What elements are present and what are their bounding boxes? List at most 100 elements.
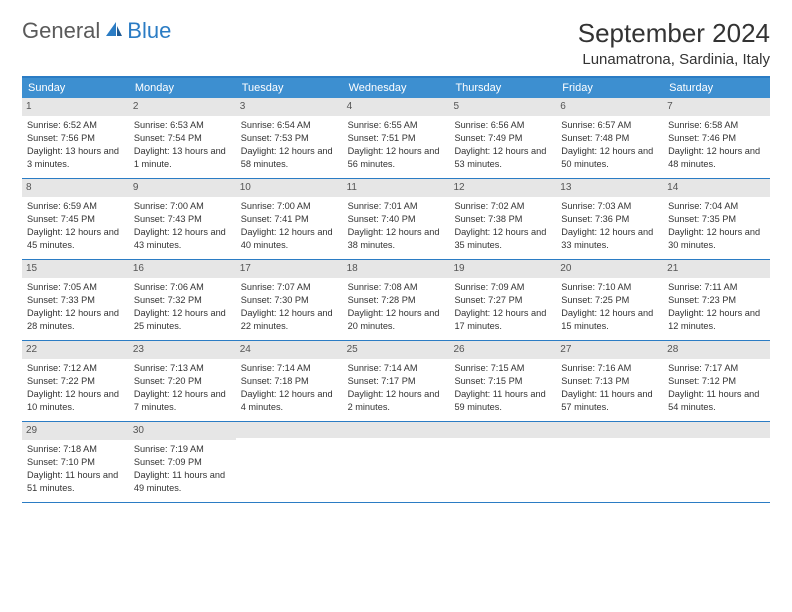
sunrise-line: Sunrise: 6:55 AM — [348, 119, 445, 131]
week-row: 8Sunrise: 6:59 AMSunset: 7:45 PMDaylight… — [22, 179, 770, 260]
daylight-line: Daylight: 12 hours and 40 minutes. — [241, 226, 338, 251]
daylight-line: Daylight: 12 hours and 4 minutes. — [241, 388, 338, 413]
day-cell: 27Sunrise: 7:16 AMSunset: 7:13 PMDayligh… — [556, 341, 663, 421]
sunrise-line: Sunrise: 6:56 AM — [454, 119, 551, 131]
day-cell: 24Sunrise: 7:14 AMSunset: 7:18 PMDayligh… — [236, 341, 343, 421]
daylight-line: Daylight: 12 hours and 12 minutes. — [668, 307, 765, 332]
day-cell: 25Sunrise: 7:14 AMSunset: 7:17 PMDayligh… — [343, 341, 450, 421]
day-cell: 12Sunrise: 7:02 AMSunset: 7:38 PMDayligh… — [449, 179, 556, 259]
week-row: 22Sunrise: 7:12 AMSunset: 7:22 PMDayligh… — [22, 341, 770, 422]
weekday-header: Sunday — [22, 78, 129, 98]
day-number: 22 — [22, 341, 129, 359]
day-number: 4 — [343, 98, 450, 116]
sunset-line: Sunset: 7:41 PM — [241, 213, 338, 225]
day-number: 20 — [556, 260, 663, 278]
sunrise-line: Sunrise: 7:02 AM — [454, 200, 551, 212]
daylight-line: Daylight: 12 hours and 7 minutes. — [134, 388, 231, 413]
sunrise-line: Sunrise: 7:14 AM — [241, 362, 338, 374]
day-cell: 9Sunrise: 7:00 AMSunset: 7:43 PMDaylight… — [129, 179, 236, 259]
day-number-empty — [449, 422, 556, 438]
day-cell: 2Sunrise: 6:53 AMSunset: 7:54 PMDaylight… — [129, 98, 236, 178]
day-cell: 10Sunrise: 7:00 AMSunset: 7:41 PMDayligh… — [236, 179, 343, 259]
weekday-header: Thursday — [449, 78, 556, 98]
sunset-line: Sunset: 7:33 PM — [27, 294, 124, 306]
sunset-line: Sunset: 7:53 PM — [241, 132, 338, 144]
daylight-line: Daylight: 13 hours and 1 minute. — [134, 145, 231, 170]
day-cell: 3Sunrise: 6:54 AMSunset: 7:53 PMDaylight… — [236, 98, 343, 178]
day-cell: 1Sunrise: 6:52 AMSunset: 7:56 PMDaylight… — [22, 98, 129, 178]
daylight-line: Daylight: 12 hours and 48 minutes. — [668, 145, 765, 170]
sunset-line: Sunset: 7:56 PM — [27, 132, 124, 144]
day-cell: 8Sunrise: 6:59 AMSunset: 7:45 PMDaylight… — [22, 179, 129, 259]
daylight-line: Daylight: 12 hours and 10 minutes. — [27, 388, 124, 413]
daylight-line: Daylight: 12 hours and 17 minutes. — [454, 307, 551, 332]
sunrise-line: Sunrise: 7:08 AM — [348, 281, 445, 293]
daylight-line: Daylight: 12 hours and 2 minutes. — [348, 388, 445, 413]
day-cell: 20Sunrise: 7:10 AMSunset: 7:25 PMDayligh… — [556, 260, 663, 340]
sunrise-line: Sunrise: 7:00 AM — [134, 200, 231, 212]
calendar-grid: Sunday Monday Tuesday Wednesday Thursday… — [22, 76, 770, 503]
sunset-line: Sunset: 7:32 PM — [134, 294, 231, 306]
day-cell: 14Sunrise: 7:04 AMSunset: 7:35 PMDayligh… — [663, 179, 770, 259]
daylight-line: Daylight: 12 hours and 22 minutes. — [241, 307, 338, 332]
week-row: 15Sunrise: 7:05 AMSunset: 7:33 PMDayligh… — [22, 260, 770, 341]
header: General Blue September 2024 Lunamatrona,… — [22, 18, 770, 68]
day-number: 6 — [556, 98, 663, 116]
sunset-line: Sunset: 7:23 PM — [668, 294, 765, 306]
daylight-line: Daylight: 12 hours and 28 minutes. — [27, 307, 124, 332]
day-cell — [663, 422, 770, 502]
sunset-line: Sunset: 7:46 PM — [668, 132, 765, 144]
daylight-line: Daylight: 11 hours and 54 minutes. — [668, 388, 765, 413]
daylight-line: Daylight: 12 hours and 30 minutes. — [668, 226, 765, 251]
day-cell: 23Sunrise: 7:13 AMSunset: 7:20 PMDayligh… — [129, 341, 236, 421]
day-cell: 28Sunrise: 7:17 AMSunset: 7:12 PMDayligh… — [663, 341, 770, 421]
daylight-line: Daylight: 11 hours and 57 minutes. — [561, 388, 658, 413]
day-cell: 30Sunrise: 7:19 AMSunset: 7:09 PMDayligh… — [129, 422, 236, 502]
day-number: 23 — [129, 341, 236, 359]
day-cell: 15 Sunrise: 7:05 AMSunset: 7:33 PMDayligh… — [22, 260, 129, 340]
week-row: 29Sunrise: 7:18 AMSunset: 7:10 PMDayligh… — [22, 422, 770, 503]
daylight-line: Daylight: 12 hours and 50 minutes. — [561, 145, 658, 170]
day-cell: 19Sunrise: 7:09 AMSunset: 7:27 PMDayligh… — [449, 260, 556, 340]
title-block: September 2024 Lunamatrona, Sardinia, It… — [578, 18, 770, 68]
day-number-empty — [556, 422, 663, 438]
day-number: 1 — [22, 98, 129, 116]
weekday-header: Wednesday — [343, 78, 450, 98]
day-cell: 4Sunrise: 6:55 AMSunset: 7:51 PMDaylight… — [343, 98, 450, 178]
day-cell: 18Sunrise: 7:08 AMSunset: 7:28 PMDayligh… — [343, 260, 450, 340]
day-cell: 6Sunrise: 6:57 AMSunset: 7:48 PMDaylight… — [556, 98, 663, 178]
sunrise-line: Sunrise: 6:54 AM — [241, 119, 338, 131]
day-cell: 16Sunrise: 7:06 AMSunset: 7:32 PMDayligh… — [129, 260, 236, 340]
sunset-line: Sunset: 7:48 PM — [561, 132, 658, 144]
day-number-empty — [236, 422, 343, 438]
weekday-header: Saturday — [663, 78, 770, 98]
sunrise-line: Sunrise: 7:06 AM — [134, 281, 231, 293]
sunset-line: Sunset: 7:25 PM — [561, 294, 658, 306]
day-number: 16 — [129, 260, 236, 278]
day-number: 19 — [449, 260, 556, 278]
daylight-line: Daylight: 12 hours and 20 minutes. — [348, 307, 445, 332]
sunset-line: Sunset: 7:13 PM — [561, 375, 658, 387]
daylight-line: Daylight: 11 hours and 49 minutes. — [134, 469, 231, 494]
daylight-line: Daylight: 12 hours and 43 minutes. — [134, 226, 231, 251]
sunrise-line: Sunrise: 7:11 AM — [668, 281, 765, 293]
day-number: 21 — [663, 260, 770, 278]
day-cell: 11Sunrise: 7:01 AMSunset: 7:40 PMDayligh… — [343, 179, 450, 259]
day-cell — [343, 422, 450, 502]
sunset-line: Sunset: 7:09 PM — [134, 456, 231, 468]
sunrise-line: Sunrise: 7:14 AM — [348, 362, 445, 374]
day-number: 9 — [129, 179, 236, 197]
day-number: 10 — [236, 179, 343, 197]
page-title: September 2024 — [578, 18, 770, 49]
week-row: 1Sunrise: 6:52 AMSunset: 7:56 PMDaylight… — [22, 98, 770, 179]
sunset-line: Sunset: 7:30 PM — [241, 294, 338, 306]
day-number: 15 — [22, 260, 129, 278]
day-cell — [236, 422, 343, 502]
sunrise-line: Sunrise: 7:05 AM — [27, 281, 124, 293]
weekday-header: Monday — [129, 78, 236, 98]
daylight-line: Daylight: 12 hours and 58 minutes. — [241, 145, 338, 170]
brand-logo: General Blue — [22, 18, 171, 44]
day-number: 18 — [343, 260, 450, 278]
sunrise-line: Sunrise: 7:07 AM — [241, 281, 338, 293]
sunset-line: Sunset: 7:18 PM — [241, 375, 338, 387]
